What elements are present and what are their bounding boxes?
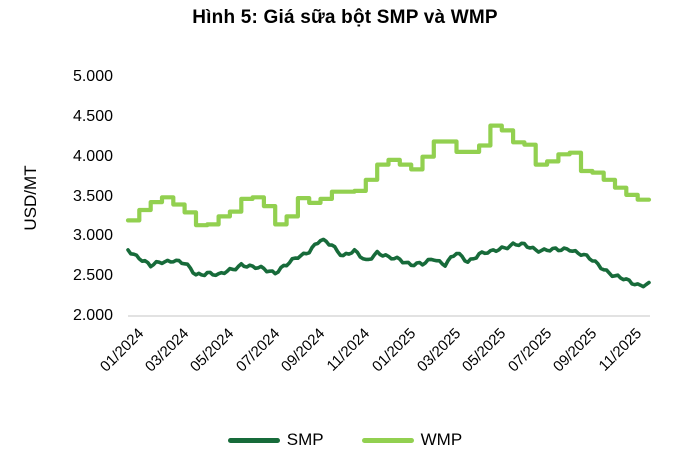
y-tick-label: 4.000 <box>72 147 113 165</box>
y-tick-label: 3.500 <box>72 187 113 205</box>
y-tick-label: 2.500 <box>72 267 113 285</box>
x-tick-label: 01/2024 <box>96 325 148 376</box>
x-tick-label: 07/2024 <box>232 325 283 376</box>
chart-title: Hình 5: Giá sữa bột SMP và WMP <box>192 7 498 28</box>
legend-item-smp: SMP <box>227 430 324 450</box>
wmp-legend-label: WMP <box>420 430 463 449</box>
x-tick-label: 07/2025 <box>504 325 555 376</box>
x-tick-label: 05/2024 <box>187 325 238 376</box>
y-tick-label: 3.000 <box>72 227 113 245</box>
wmp-series-line <box>125 123 652 228</box>
legend-item-wmp: WMP <box>361 430 463 450</box>
y-axis-tick-labels: 5.000 4.500 4.000 3.500 3.000 2.500 2.000 <box>0 0 113 456</box>
x-tick-label: 11/2025 <box>595 325 646 375</box>
x-tick-label: 09/2025 <box>549 325 601 376</box>
x-tick-label: 01/2025 <box>368 325 419 376</box>
y-tick-label: 2.000 <box>72 307 113 324</box>
x-tick-label: 05/2025 <box>459 325 510 376</box>
smp-legend-label: SMP <box>286 430 324 449</box>
y-tick-label: 5.000 <box>72 68 113 85</box>
legend: SMP WMP <box>0 427 690 453</box>
smp-legend-swatch <box>227 437 280 443</box>
smp-series-line <box>126 237 651 289</box>
x-tick-label: 09/2024 <box>277 325 329 376</box>
wmp-legend-swatch <box>361 437 414 443</box>
x-tick-label: 03/2025 <box>413 325 465 376</box>
y-tick-label: 4.500 <box>72 107 113 125</box>
x-tick-label: 11/2024 <box>323 325 374 375</box>
x-tick-label: 03/2024 <box>141 325 193 376</box>
